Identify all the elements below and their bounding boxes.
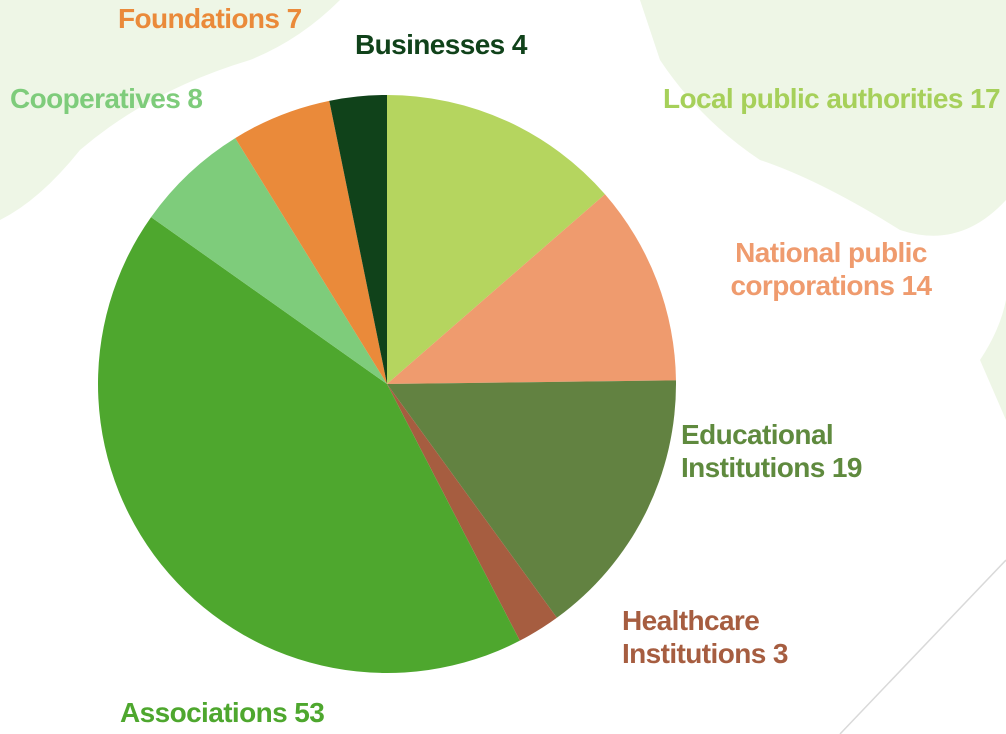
label-name: Cooperatives xyxy=(10,83,181,114)
pie-slice xyxy=(387,384,557,641)
label-name: Foundations xyxy=(118,3,280,34)
pie-slice xyxy=(387,380,676,618)
slice-label: Associations 53 xyxy=(120,696,420,729)
pie-slice xyxy=(387,194,676,384)
label-value: 17 xyxy=(970,83,1001,114)
slice-label: Foundations 7 xyxy=(118,2,358,35)
pie-slice xyxy=(329,95,387,384)
slice-label: Local public authorities 17 xyxy=(560,82,1001,115)
label-value: 19 xyxy=(831,452,863,483)
label-name: Associations xyxy=(120,697,288,728)
label-name: Healthcare Institutions xyxy=(622,605,766,669)
label-name: Businesses xyxy=(355,29,505,60)
label-value: 53 xyxy=(294,697,325,728)
label-value: 3 xyxy=(772,638,789,669)
slice-label: National public corporations 14 xyxy=(700,236,962,302)
label-value: 7 xyxy=(286,3,303,34)
pie-slice xyxy=(387,95,605,384)
slice-label: Businesses 4 xyxy=(355,28,595,61)
slice-label: Cooperatives 8 xyxy=(10,82,310,115)
slice-label: Healthcare Institutions 3 xyxy=(622,604,852,670)
label-value: 4 xyxy=(511,29,528,60)
slice-label: Educational Institutions 19 xyxy=(681,418,921,484)
label-value: 8 xyxy=(187,83,203,114)
decor-line xyxy=(839,559,1006,734)
pie-slice xyxy=(151,138,387,384)
label-name: Educational Institutions xyxy=(681,419,834,483)
pie-slice xyxy=(97,217,520,674)
pie xyxy=(97,95,676,674)
pie-slice xyxy=(235,100,387,384)
label-name: Local public authorities xyxy=(662,83,963,114)
background-map xyxy=(0,0,1006,420)
label-name: National public corporations xyxy=(730,237,927,301)
label-value: 14 xyxy=(901,270,933,301)
